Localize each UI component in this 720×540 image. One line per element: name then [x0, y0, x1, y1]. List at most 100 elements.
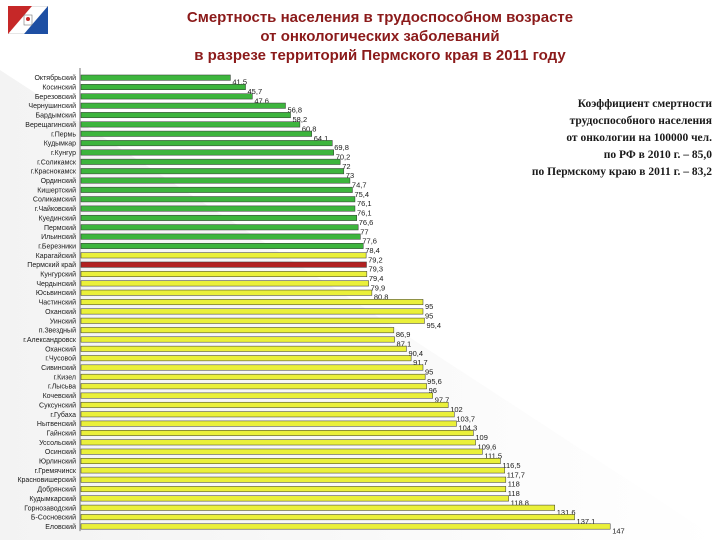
- title-line: от онкологических заболеваний: [260, 28, 500, 45]
- note-line: от онкологии на 100000 чел.: [566, 132, 712, 144]
- bar: [80, 458, 501, 464]
- value-label: 47,6: [254, 96, 269, 105]
- category-label: Добрянский: [37, 486, 76, 494]
- category-label: г.Краснокамск: [31, 169, 77, 176]
- value-label: 77: [360, 227, 368, 236]
- category-label: Осинский: [45, 448, 76, 456]
- value-label: 109,6: [478, 442, 497, 451]
- title-line: в разрезе территорий Пермского края в 20…: [194, 47, 566, 64]
- bar: [80, 504, 556, 511]
- bar: [80, 140, 333, 147]
- category-label: Пермский край: [27, 261, 76, 269]
- value-label: 96: [429, 386, 437, 395]
- value-label: 97,7: [435, 396, 450, 405]
- value-label: 104,3: [458, 424, 477, 433]
- bar: [80, 261, 367, 268]
- bar: [80, 196, 356, 203]
- bar: [80, 149, 334, 156]
- bar: [80, 289, 373, 296]
- bar: [80, 401, 449, 408]
- value-label: 118: [508, 480, 520, 489]
- category-label: Ильинский: [41, 233, 76, 241]
- category-label: Оханский: [45, 345, 76, 353]
- category-label: г.Чусовой: [45, 355, 76, 363]
- value-label: 116,5: [502, 461, 520, 470]
- value-label: 95,4: [426, 321, 441, 330]
- category-label: Гайнский: [47, 429, 77, 437]
- category-label: Частинский: [39, 299, 77, 307]
- category-label: г.Губаха: [50, 411, 76, 419]
- category-label: Уинский: [50, 317, 76, 325]
- category-label: г.Александровск: [23, 337, 77, 344]
- note-line: по РФ в 2010 г. – 85,0: [603, 149, 712, 161]
- value-label: 102: [450, 405, 463, 414]
- bar: [80, 383, 427, 390]
- category-label: Юрлинский: [39, 458, 76, 466]
- bar: [80, 252, 367, 259]
- bar: [80, 355, 412, 362]
- bar: [80, 476, 507, 483]
- bar: [80, 214, 358, 221]
- bar: [80, 224, 359, 231]
- bar: [80, 130, 313, 137]
- bar: [80, 514, 575, 521]
- value-label: 76,1: [357, 199, 372, 208]
- value-label: 79,9: [371, 283, 386, 292]
- category-label: Кишертский: [37, 186, 76, 194]
- value-label: 118: [508, 489, 520, 498]
- value-label: 60,8: [302, 124, 317, 133]
- category-label: Кудымкарский: [29, 495, 76, 503]
- value-label: 78,4: [365, 246, 380, 255]
- bar: [80, 84, 246, 90]
- value-label: 72: [342, 162, 350, 171]
- page-title: Смертность населения в трудоспособном во…: [80, 8, 680, 65]
- bar: [80, 467, 505, 474]
- bar: [80, 308, 424, 315]
- bar: [80, 336, 395, 343]
- bar: [80, 392, 433, 399]
- category-label: Уссольский: [39, 439, 76, 447]
- category-label: Ординский: [41, 177, 77, 185]
- bar: [80, 411, 455, 418]
- bar: [80, 93, 253, 100]
- bar: [80, 523, 611, 530]
- bar: [80, 243, 364, 249]
- bar-chart: Октябрьский 41.5 Косинский 45,7 Березовский 4…: [17, 68, 625, 535]
- value-label: 87,1: [397, 339, 412, 348]
- bar: [80, 430, 474, 436]
- category-label: Кунгурский: [40, 271, 76, 279]
- value-label: 95: [425, 302, 433, 311]
- value-label: 90,4: [408, 349, 423, 358]
- bar: [80, 280, 369, 287]
- value-label: 117,7: [507, 470, 525, 479]
- value-label: 58,2: [293, 115, 308, 124]
- bar: [80, 448, 483, 455]
- value-label: 70,2: [336, 152, 351, 161]
- value-label: 76,6: [359, 218, 374, 227]
- value-label: 80,8: [374, 293, 389, 302]
- bar: [80, 102, 286, 109]
- bar: [80, 168, 345, 175]
- category-label: г.Гремячинск: [35, 468, 77, 475]
- bar: [80, 112, 291, 119]
- value-label: 95: [425, 368, 433, 377]
- value-label: 79,4: [369, 274, 384, 283]
- value-label: 131,6: [557, 508, 576, 517]
- value-label: 109: [475, 433, 488, 442]
- bar: [80, 373, 426, 380]
- category-label: Верещагинский: [25, 121, 76, 129]
- value-label: 73: [346, 171, 354, 180]
- value-label: 79,2: [368, 255, 383, 264]
- category-label: Кочевский: [43, 392, 76, 400]
- category-label: Карагайский: [36, 252, 76, 260]
- category-label: г.Чайковский: [35, 205, 76, 213]
- value-label: 137,1: [577, 517, 596, 526]
- bar: [80, 486, 507, 493]
- category-label: Нытвенский: [37, 420, 76, 428]
- mortality-note: Коэффициент смертности трудоспособного н…: [470, 96, 712, 181]
- value-label: 118,8: [511, 498, 529, 507]
- value-label: 77,6: [362, 237, 377, 246]
- note-line: по Пермскому краю в 2011 г. – 83,2: [531, 166, 712, 178]
- category-label: Пермский: [44, 224, 76, 232]
- bar: [80, 327, 395, 334]
